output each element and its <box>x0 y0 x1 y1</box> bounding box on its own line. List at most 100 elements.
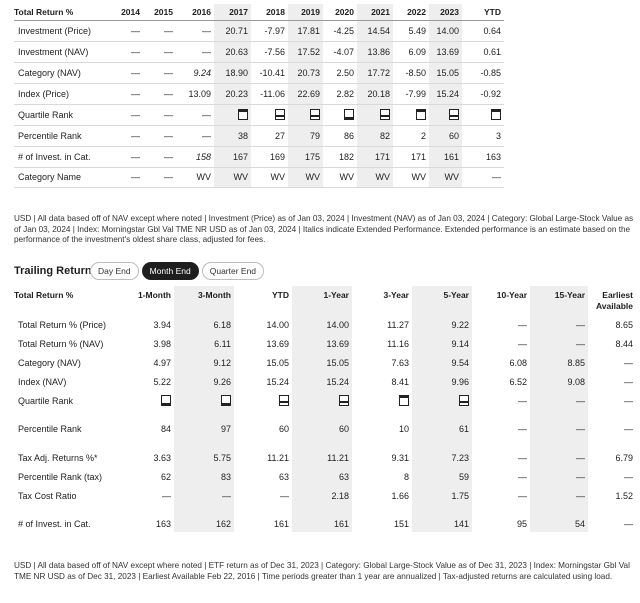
value-cell: -0.85 <box>462 62 504 84</box>
quartile-cell <box>292 390 352 409</box>
quartile-fill <box>492 110 500 113</box>
value-cell: — <box>518 320 527 330</box>
value-cell: -7.99 <box>393 83 429 105</box>
quartile-icon <box>310 109 320 121</box>
tab-day-end[interactable]: Day End <box>90 262 139 280</box>
row-label: Percentile Rank <box>14 125 110 147</box>
trailing-corner-label: Total Return % <box>14 290 74 300</box>
value-cell: 13.69 <box>292 333 352 352</box>
value-cell: — <box>176 41 214 63</box>
value-cell: 97 <box>174 409 234 437</box>
value-cell: 141 <box>412 504 472 532</box>
value-cell: — <box>162 491 171 501</box>
quartile-icon <box>161 395 171 406</box>
value-cell: WV <box>214 167 251 188</box>
value-cell: 20.23 <box>214 83 251 105</box>
value-cell: 11.27 <box>387 320 409 330</box>
value-cell: 20.18 <box>357 83 393 105</box>
annual-returns-table: Total Return % 2014 2015 2016 2017 2018 … <box>14 4 504 188</box>
value-cell: 13.86 <box>357 41 393 63</box>
value-cell: 63 <box>292 466 352 485</box>
annual-row: # of Invest. in Cat. — —158 167 169 175 182 171… <box>14 146 504 168</box>
value-cell: 0.61 <box>462 41 504 63</box>
value-cell: 6.08 <box>509 358 527 368</box>
annual-row: Investment (Price) — — —20.71 -7.97 17.81 -4.2… <box>14 20 504 42</box>
value-cell: — <box>624 424 633 434</box>
trailing-returns-title: Trailing Returns <box>14 265 98 277</box>
value-cell: 163 <box>155 519 171 529</box>
value-cell: — <box>143 146 176 168</box>
value-cell: 171 <box>393 146 429 168</box>
tab-quarter-end[interactable]: Quarter End <box>201 262 265 280</box>
value-cell: 14.00 <box>266 320 289 330</box>
row-label: Tax Cost Ratio <box>18 491 77 501</box>
annual-corner-label: Total Return % <box>14 4 110 21</box>
value-cell: 4.97 <box>153 358 171 368</box>
quartile-cell <box>323 104 357 126</box>
year-header: 2016 <box>176 4 214 21</box>
quartile-cell <box>462 104 504 126</box>
period-tabs: Day End Month End Quarter End <box>90 262 267 280</box>
period-header: YTD <box>272 290 289 300</box>
quartile-icon <box>339 395 349 406</box>
value-cell: 169 <box>251 146 288 168</box>
quartile-fill <box>311 114 319 117</box>
value-cell: — <box>176 125 214 147</box>
quartile-cell <box>174 390 234 409</box>
value-cell: — <box>176 20 214 42</box>
earliest-label: Earliest <box>602 290 633 300</box>
value-cell: 8.85 <box>530 352 588 371</box>
value-cell: 38 <box>214 125 251 147</box>
value-cell: 1.75 <box>412 485 472 504</box>
value-cell: 10 <box>398 424 409 434</box>
quartile-fill <box>162 402 170 405</box>
year-header: 2023 <box>429 4 462 21</box>
value-cell: 11.16 <box>387 339 409 349</box>
tab-month-end[interactable]: Month End <box>141 262 199 280</box>
value-cell: 60 <box>278 424 289 434</box>
value-cell: 13.69 <box>429 41 462 63</box>
value-cell: 151 <box>393 519 409 529</box>
value-cell: 27 <box>251 125 288 147</box>
year-header: 2014 <box>110 4 143 21</box>
value-cell: 62 <box>160 472 171 482</box>
value-cell: — <box>110 146 143 168</box>
value-cell: 59 <box>412 466 472 485</box>
quartile-fill <box>460 400 468 403</box>
value-cell: -11.06 <box>251 83 288 105</box>
trailing-row: Total Return % (NAV) 3.98 6.11 13.69 13.69 11… <box>14 333 636 352</box>
quartile-cell <box>214 104 251 126</box>
value-cell: WV <box>357 167 393 188</box>
value-cell: 6.18 <box>174 314 234 333</box>
row-label: Total Return % (Price) <box>18 320 107 330</box>
quartile-fill <box>345 116 353 120</box>
value-cell: 1.52 <box>615 491 633 501</box>
quartile-cell <box>357 104 393 126</box>
value-cell: 61 <box>412 409 472 437</box>
value-cell: 54 <box>530 504 588 532</box>
value-cell: — <box>530 437 588 466</box>
value-cell: — <box>462 167 504 188</box>
trailing-row: Quartile Rank — — — <box>14 390 636 409</box>
value-cell: — <box>110 83 143 105</box>
value-cell: — <box>110 20 143 42</box>
period-header: 3-Year <box>383 290 409 300</box>
value-cell: — <box>518 339 527 349</box>
value-cell: 9.26 <box>174 371 234 390</box>
value-cell: 1.66 <box>391 491 409 501</box>
value-cell: 6.09 <box>393 41 429 63</box>
value-cell: 60 <box>429 125 462 147</box>
value-cell: — <box>176 104 214 126</box>
quartile-icon <box>238 109 248 121</box>
period-header: 3-Month <box>174 286 234 314</box>
quartile-icon <box>279 395 289 406</box>
value-cell: 15.05 <box>266 358 289 368</box>
quartile-fill <box>381 114 389 117</box>
value-cell: 6.11 <box>174 333 234 352</box>
value-cell: 161 <box>429 146 462 168</box>
value-cell: — <box>143 20 176 42</box>
year-header: 2018 <box>251 4 288 21</box>
value-cell: 14.00 <box>429 20 462 42</box>
value-cell: 2.82 <box>323 83 357 105</box>
value-cell: 11.21 <box>292 437 352 466</box>
